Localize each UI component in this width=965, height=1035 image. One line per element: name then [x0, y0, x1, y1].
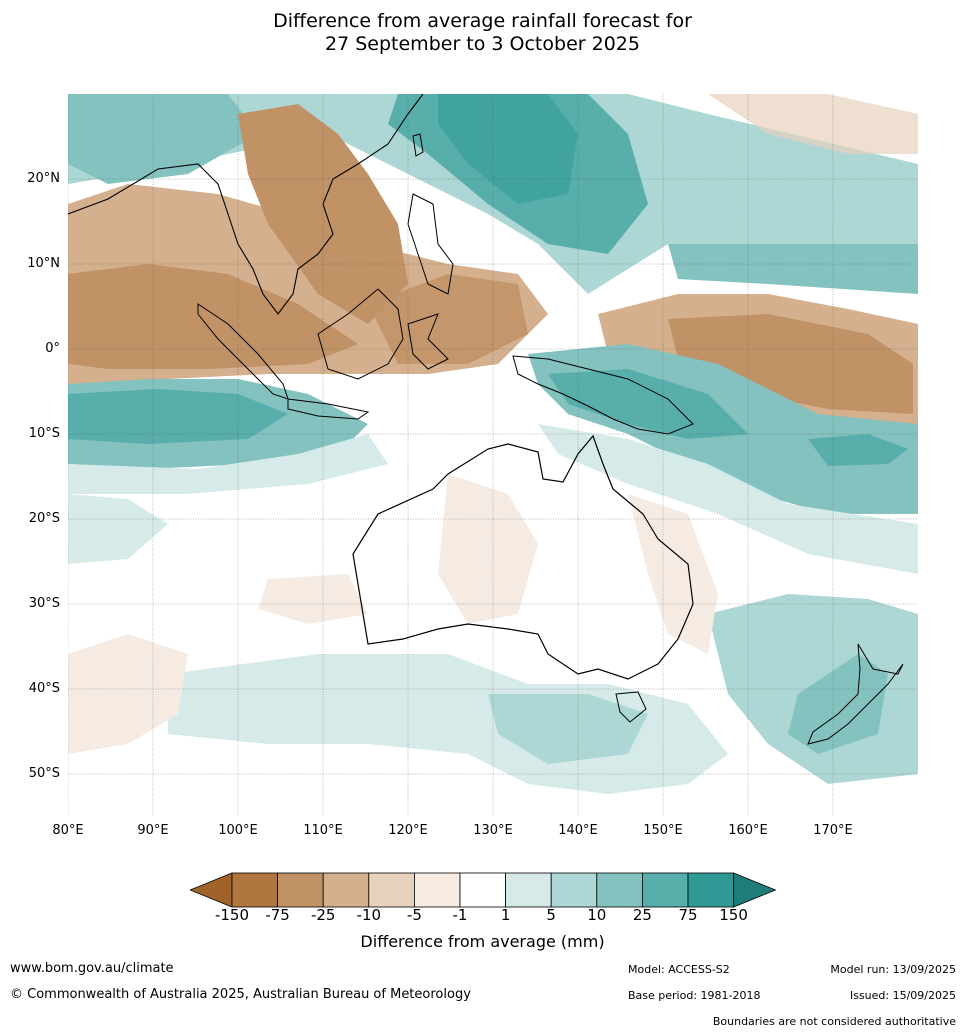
colorbar-tick-label: -25 [310, 906, 336, 924]
wet-patch-west [68, 494, 168, 564]
colorbar-tick-label: -75 [265, 906, 290, 924]
wet-band-east [668, 244, 918, 294]
colorbar-extend-low [190, 872, 233, 908]
lat-label-30s: 30°S [28, 596, 60, 611]
lat-label-10s: 10°S [28, 426, 60, 441]
sulawesi-coastline [407, 313, 449, 370]
colorbar-segment [505, 872, 552, 908]
lon-label-110e: 110°E [303, 823, 343, 838]
colorbar-segment [687, 872, 734, 908]
colorbar-tick-label: -10 [356, 906, 382, 924]
colorbar-segment [550, 872, 598, 908]
footer-copyright: © Commonwealth of Australia 2025, Austra… [10, 987, 471, 1002]
philippines-coastline [407, 193, 454, 295]
colorbar-segment [231, 872, 278, 908]
dry-patch-southern [68, 634, 188, 754]
colorbar-tick-label: 5 [546, 906, 556, 924]
wet-region-nw [68, 94, 258, 184]
colorbar [190, 872, 776, 908]
wet-fringe-coral-sea [538, 424, 918, 574]
map-canvas [68, 94, 918, 816]
colorbar-tick-label: 75 [678, 906, 698, 924]
colorbar-segment [413, 872, 461, 908]
dry-patch-southwest [258, 574, 368, 624]
wet-core-new-zealand [788, 654, 888, 754]
wet-fringe-tropics [68, 434, 388, 494]
footer-base-period: Base period: 1981-2018 [628, 989, 761, 1002]
dry-patch-northeast [708, 94, 918, 154]
borneo-coastline [317, 288, 404, 380]
footer-disclaimer: Boundaries are not considered authoritat… [712, 1015, 956, 1028]
java-coastline [287, 398, 370, 420]
lon-label-90e: 90°E [137, 823, 169, 838]
lon-label-80e: 80°E [52, 823, 84, 838]
lat-label-40s: 40°S [28, 681, 60, 696]
wet-core-png [548, 369, 748, 439]
dry-core-west [68, 264, 358, 369]
footer-model-run: Model run: 13/09/2025 [830, 963, 956, 976]
lon-label-120e: 120°E [388, 823, 428, 838]
footer-url: www.bom.gov.au/climate [10, 961, 174, 976]
colorbar-title: Difference from average (mm) [360, 932, 605, 951]
taiwan-coastline [412, 133, 424, 157]
lat-label-10n: 10°N [27, 256, 60, 271]
australia-coastline [352, 434, 694, 680]
lat-label-50s: 50°S [28, 766, 60, 781]
asia-mainland-coastline [68, 94, 424, 315]
lon-label-140e: 140°E [558, 823, 598, 838]
footer-issued: Issued: 15/09/2025 [849, 989, 956, 1002]
new-guinea-coastline [512, 355, 694, 435]
colorbar-segment [368, 872, 415, 908]
title-line-2: 27 September to 3 October 2025 [325, 33, 640, 55]
lon-label-170e: 170°E [813, 823, 853, 838]
colorbar-tick-label: 150 [719, 906, 748, 924]
lat-label-20n: 20°N [27, 171, 60, 186]
colorbar-tick-label: -150 [214, 906, 250, 924]
colorbar-segment [641, 872, 689, 908]
wet-core-south-west [68, 389, 288, 444]
colorbar-tick-label: 1 [500, 906, 511, 924]
colorbar-segment [459, 872, 506, 908]
lon-label-130e: 130°E [473, 823, 513, 838]
wet-core-southern-ocean [488, 694, 648, 764]
colorbar-tick-label: -1 [452, 906, 468, 924]
map-title: Difference from average rainfall forecas… [0, 10, 965, 56]
colorbar-segment [322, 872, 370, 908]
lat-label-0: 0° [45, 341, 60, 356]
lon-label-150e: 150°E [643, 823, 683, 838]
wet-core-north-inner [438, 94, 578, 204]
new-zealand-coastline [807, 643, 904, 745]
colorbar-segment [277, 872, 324, 908]
lon-label-100e: 100°E [218, 823, 258, 838]
lon-label-160e: 160°E [728, 823, 768, 838]
colorbar-tick-label: 25 [632, 906, 652, 924]
rainfall-anomaly-map [68, 94, 918, 816]
colorbar-tick-label: -5 [406, 906, 422, 924]
tasmania-coastline [615, 691, 647, 723]
graticule [68, 94, 918, 816]
dry-patch-australia [438, 474, 538, 624]
lat-label-20s: 20°S [28, 511, 60, 526]
footer-model: Model: ACCESS-S2 [628, 963, 730, 976]
colorbar-extend-high [733, 872, 776, 908]
colorbar-tick-label: 10 [587, 906, 607, 924]
colorbar-segment [596, 872, 643, 908]
title-line-1: Difference from average rainfall forecas… [273, 10, 692, 32]
dry-patch-east-australia [628, 494, 718, 654]
sumatra-coastline [197, 303, 289, 400]
